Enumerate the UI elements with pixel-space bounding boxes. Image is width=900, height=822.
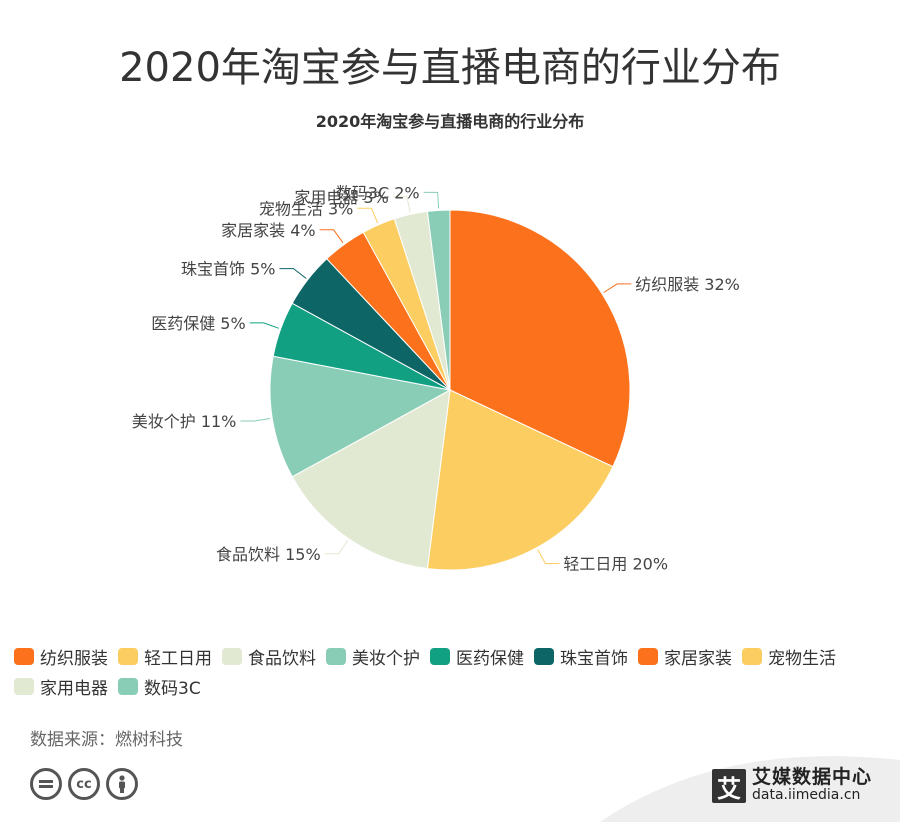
legend-label: 食品饮料 — [248, 648, 316, 669]
legend-swatch — [118, 647, 138, 665]
legend-label: 家用电器 — [40, 678, 108, 699]
pie-slice-3 — [291, 389, 451, 570]
license-icons: cc — [30, 768, 138, 800]
data-label-1: 纺织服装 32% — [635, 275, 740, 294]
pie-slice-4 — [269, 355, 452, 478]
legend-item-2[interactable]: 轻工日用 — [118, 646, 212, 669]
equals-icon — [30, 768, 62, 800]
legend-swatch — [534, 647, 554, 665]
leader-line-8 — [357, 207, 379, 224]
legend-label: 轻工日用 — [144, 648, 212, 669]
leader-line-9 — [392, 196, 411, 213]
chart-legend: 纺织服装 轻工日用 食品饮料 美妆个护 医药保健 珠宝首饰 家居家装 宠物生活家用电器 数码3C — [14, 646, 894, 699]
legend-item-8[interactable]: 宠物生活 — [742, 646, 836, 669]
legend-swatch — [430, 647, 450, 665]
legend-label: 珠宝首饰 — [560, 648, 628, 669]
leader-line-10 — [423, 191, 440, 209]
legend-label: 纺织服装 — [40, 648, 108, 669]
pie-slice-2 — [426, 389, 614, 571]
legend-item-9[interactable]: 家用电器 — [14, 676, 108, 699]
pie-slice-1 — [449, 209, 631, 468]
leader-line-5 — [249, 322, 279, 329]
data-label-9: 家用电器 3% — [294, 188, 388, 207]
data-source: 数据来源：燃树科技 — [30, 730, 183, 750]
brand-logo: 艾 艾媒数据中心 data.iimedia.cn — [712, 768, 872, 804]
legend-item-4[interactable]: 美妆个护 — [326, 646, 420, 669]
legend-label: 数码3C — [144, 678, 201, 699]
legend-swatch — [326, 647, 346, 665]
data-label-5: 医药保健 5% — [151, 314, 245, 333]
leader-line-4 — [240, 418, 271, 422]
chart-title: 2020年淘宝参与直播电商的行业分布 — [315, 112, 585, 131]
leader-line-1 — [603, 283, 632, 293]
pie-slice-10 — [426, 209, 451, 391]
legend-swatch — [14, 677, 34, 695]
legend-swatch — [222, 647, 242, 665]
legend-item-6[interactable]: 珠宝首饰 — [534, 646, 628, 669]
legend-label: 宠物生活 — [768, 648, 836, 669]
data-label-7: 家居家装 4% — [221, 221, 315, 240]
leader-line-2 — [537, 549, 560, 564]
pie-chart: 纺织服装 32% 轻工日用 20% 食品饮料 15% 美妆个护 11% 医药保健 5% 珠… — [132, 183, 740, 574]
data-label-4: 美妆个护 11% — [132, 412, 237, 431]
legend-item-5[interactable]: 医药保健 — [430, 646, 524, 669]
data-label-3: 食品饮料 15% — [216, 545, 321, 564]
legend-swatch — [14, 647, 34, 665]
leader-line-6 — [279, 268, 307, 279]
cc-icon: cc — [68, 768, 100, 800]
legend-label: 美妆个护 — [352, 648, 420, 669]
brand-name: 艾媒数据中心 — [752, 766, 873, 788]
data-label-10: 数码3C 2% — [336, 183, 420, 202]
legend-item-3[interactable]: 食品饮料 — [222, 646, 316, 669]
legend-swatch — [742, 647, 762, 665]
legend-swatch — [638, 647, 658, 665]
leader-line-7 — [319, 229, 344, 244]
data-label-8: 宠物生活 3% — [259, 199, 353, 218]
legend-item-10[interactable]: 数码3C — [118, 676, 201, 699]
legend-item-7[interactable]: 家居家装 — [638, 646, 732, 669]
legend-item-1[interactable]: 纺织服装 — [14, 646, 108, 669]
brand-mark: 艾 — [712, 769, 746, 803]
data-label-6: 珠宝首饰 5% — [181, 260, 275, 279]
page-title: 2020年淘宝参与直播电商的行业分布 — [119, 45, 781, 91]
legend-label: 家居家装 — [664, 648, 732, 669]
legend-label: 医药保健 — [456, 648, 524, 669]
data-label-2: 轻工日用 20% — [563, 555, 668, 574]
legend-swatch — [118, 677, 138, 695]
person-icon — [106, 768, 138, 800]
brand-url: data.iimedia.cn — [752, 787, 861, 803]
leader-line-3 — [324, 540, 349, 555]
